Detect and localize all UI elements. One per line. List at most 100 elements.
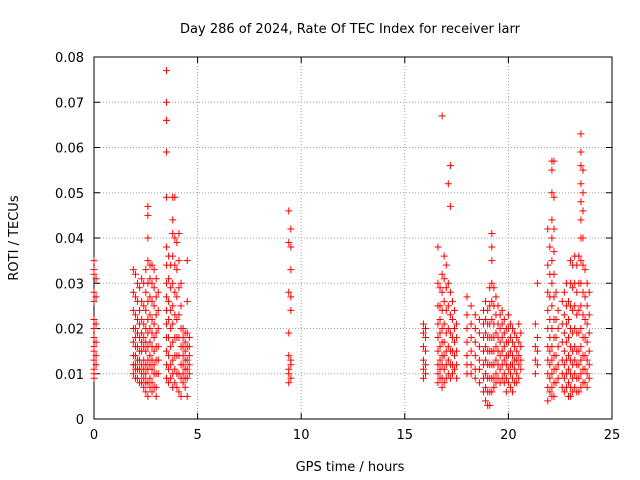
data-point <box>475 315 483 323</box>
y-tick-label: 0.08 <box>55 51 84 66</box>
data-point <box>142 347 150 355</box>
data-point <box>509 374 517 382</box>
data-point <box>134 343 142 351</box>
data-point <box>92 320 100 328</box>
data-point <box>583 383 591 391</box>
data-point <box>575 361 583 369</box>
y-tick-label: 0.07 <box>55 96 84 111</box>
data-point <box>531 370 539 378</box>
data-point <box>515 352 523 360</box>
data-point <box>533 347 541 355</box>
data-point <box>442 261 450 269</box>
data-point <box>581 293 589 301</box>
data-point <box>496 352 504 360</box>
data-point <box>92 293 100 301</box>
data-point <box>90 257 98 265</box>
data-point <box>446 162 454 170</box>
data-point <box>150 284 158 292</box>
data-point <box>434 379 442 387</box>
data-point <box>169 216 177 224</box>
data-point <box>571 302 579 310</box>
data-point <box>571 343 579 351</box>
data-point <box>575 374 583 382</box>
data-point <box>467 320 475 328</box>
data-point <box>444 325 452 332</box>
data-point <box>509 352 517 360</box>
data-point <box>142 388 150 396</box>
data-point <box>440 352 448 360</box>
data-point <box>146 374 154 382</box>
data-point <box>167 361 175 369</box>
data-point <box>169 320 177 328</box>
data-point <box>179 352 187 360</box>
y-tick-label: 0.02 <box>55 323 84 338</box>
data-point <box>163 347 171 355</box>
data-point <box>169 302 177 310</box>
data-point <box>583 370 591 378</box>
data-point <box>451 306 459 314</box>
data-point <box>550 270 558 278</box>
data-point <box>285 288 293 296</box>
data-point <box>552 352 560 360</box>
data-point <box>169 252 177 260</box>
data-point <box>577 356 585 364</box>
data-point <box>165 275 173 283</box>
data-point <box>179 334 187 342</box>
data-point <box>498 320 506 328</box>
data-point <box>509 388 517 396</box>
data-point <box>438 288 446 296</box>
data-point <box>154 356 162 364</box>
data-point <box>550 225 558 233</box>
data-point <box>560 288 568 296</box>
data-point <box>453 361 461 369</box>
data-point <box>471 338 479 346</box>
data-point <box>515 320 523 328</box>
data-point <box>146 311 154 319</box>
data-point <box>577 343 585 351</box>
data-point <box>92 338 100 346</box>
data-point <box>467 302 475 310</box>
data-point <box>171 365 179 373</box>
data-point <box>183 329 191 337</box>
data-point <box>185 352 193 360</box>
data-point <box>579 234 587 242</box>
data-point <box>138 297 146 305</box>
data-point <box>515 361 523 369</box>
data-point <box>436 284 444 292</box>
data-point <box>440 297 448 305</box>
data-point <box>560 361 568 369</box>
data-point <box>451 352 459 360</box>
data-point <box>577 370 585 378</box>
data-point <box>475 356 483 364</box>
data-point <box>484 306 492 314</box>
data-point <box>583 338 591 346</box>
data-point <box>488 243 496 251</box>
data-point <box>511 329 519 337</box>
data-point <box>552 315 560 323</box>
data-point <box>579 311 587 319</box>
data-point <box>560 347 568 355</box>
data-point <box>451 338 459 346</box>
data-point <box>513 379 521 387</box>
data-point <box>444 180 452 188</box>
data-point <box>511 343 519 351</box>
data-point <box>560 388 568 396</box>
data-points <box>90 67 593 409</box>
data-point <box>548 383 556 391</box>
data-point <box>448 315 456 323</box>
data-point <box>422 334 430 342</box>
data-point <box>129 338 137 346</box>
data-point <box>517 365 525 373</box>
data-point <box>185 370 193 378</box>
data-point <box>575 388 583 396</box>
data-point <box>502 388 510 396</box>
data-point <box>471 325 479 332</box>
data-point <box>440 338 448 346</box>
data-point <box>154 306 162 314</box>
data-point <box>175 284 183 292</box>
data-point <box>131 270 139 278</box>
data-point <box>181 383 189 391</box>
data-point <box>564 352 572 360</box>
data-point <box>496 365 504 373</box>
